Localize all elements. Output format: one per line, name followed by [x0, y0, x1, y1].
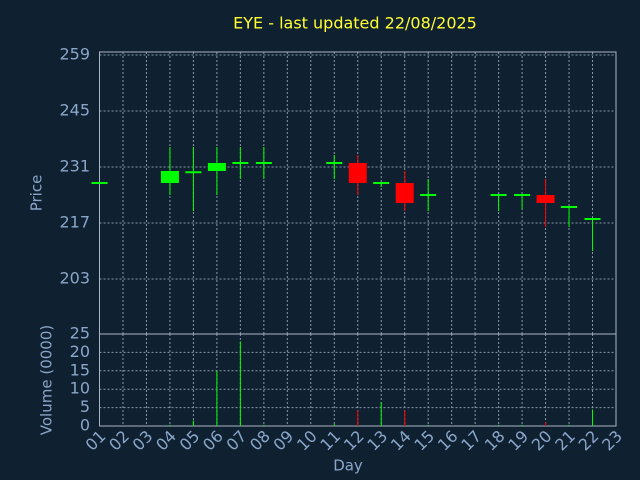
body	[348, 163, 367, 183]
y-tick-label: 259	[59, 45, 90, 64]
y-tick-label: 217	[59, 213, 90, 232]
y-tick-label: 25	[70, 324, 90, 343]
y-tick-label: 0	[80, 416, 90, 435]
y-tick-label: 20	[70, 342, 90, 361]
y-tick-label: 15	[70, 360, 90, 379]
body	[395, 183, 414, 203]
x-tick-label: 23	[598, 427, 626, 455]
x-label: Day	[333, 457, 363, 475]
y-tick-label: 245	[59, 101, 90, 120]
y-tick-label: 5	[80, 397, 90, 416]
y-tick-label: 10	[70, 379, 90, 398]
body	[536, 195, 555, 203]
volume-label: Volume (0000)	[38, 325, 56, 435]
chart-title: EYE - last updated 22/08/2025	[233, 14, 477, 33]
y-tick-label: 231	[59, 157, 90, 176]
body	[207, 163, 226, 171]
price-label: Price	[28, 175, 46, 212]
body	[160, 171, 179, 183]
y-tick-label: 203	[59, 269, 90, 288]
